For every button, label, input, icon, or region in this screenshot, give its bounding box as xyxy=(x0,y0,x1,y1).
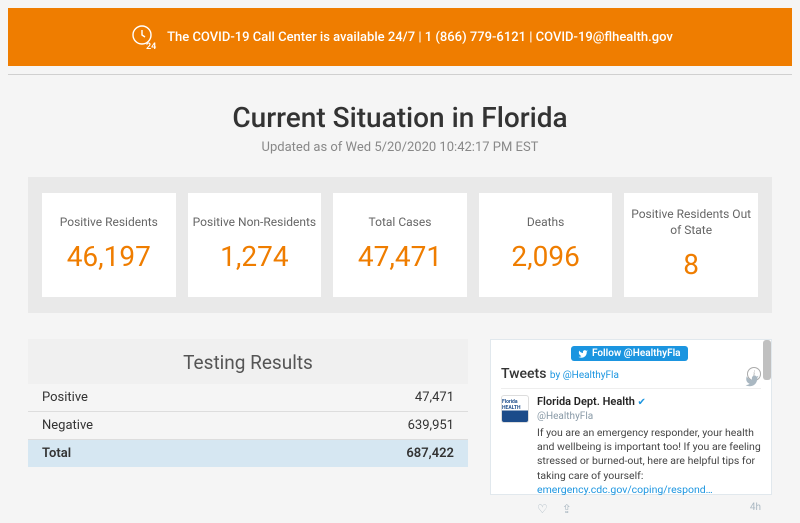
avatar[interactable]: Florida HEALTH xyxy=(501,395,529,423)
banner-text: The COVID-19 Call Center is available 24… xyxy=(167,30,673,45)
verified-icon: ✔ xyxy=(638,397,646,408)
tweet[interactable]: Florida HEALTH Florida Dept. Health ✔ @H… xyxy=(501,395,761,517)
testing-row-label: Negative xyxy=(28,412,253,440)
stat-value: 1,274 xyxy=(192,240,318,273)
page-title: Current Situation in Florida xyxy=(0,101,800,134)
twitter-bird-icon xyxy=(578,349,588,359)
stat-card-deaths: Deaths 2,096 xyxy=(479,193,613,297)
stats-band: Positive Residents 46,197 Positive Non-R… xyxy=(28,177,772,313)
testing-row-label: Positive xyxy=(28,384,253,412)
svg-text:24: 24 xyxy=(146,42,156,52)
stat-value: 46,197 xyxy=(46,240,172,273)
stat-label: Positive Non-Residents xyxy=(192,215,318,231)
stat-card-total-cases: Total Cases 47,471 xyxy=(333,193,467,297)
twitter-embed: Follow @HealthyFla Tweets by @HealthyFla… xyxy=(490,339,772,495)
stat-card-positive-nonresidents: Positive Non-Residents 1,274 xyxy=(188,193,322,297)
tweet-handle[interactable]: @HealthyFla xyxy=(537,410,761,424)
stat-label: Total Cases xyxy=(337,215,463,231)
stat-card-positive-residents: Positive Residents 46,197 xyxy=(42,193,176,297)
tweet-account-name[interactable]: Florida Dept. Health xyxy=(537,395,635,408)
table-row: Positive 47,471 xyxy=(28,384,468,412)
tweets-label: Tweets xyxy=(501,366,546,382)
twitter-follow-button[interactable]: Follow @HealthyFla xyxy=(571,346,688,361)
stat-value: 8 xyxy=(628,248,754,281)
tweet-link[interactable]: emergency.cdc.gov/coping/respond… xyxy=(537,483,713,496)
scrollbar-thumb[interactable] xyxy=(763,340,771,380)
table-row-total: Total 687,422 xyxy=(28,440,468,468)
testing-row-value: 639,951 xyxy=(253,412,468,440)
stat-label: Deaths xyxy=(483,215,609,231)
stat-value: 47,471 xyxy=(337,240,463,273)
clock-24-icon: 24 xyxy=(127,22,157,52)
twitter-bird-icon xyxy=(745,374,759,388)
table-row: Negative 639,951 xyxy=(28,412,468,440)
tweets-by-link[interactable]: by @HealthyFla xyxy=(550,370,619,381)
testing-total-value: 687,422 xyxy=(253,440,468,468)
testing-row-value: 47,471 xyxy=(253,384,468,412)
tweets-header: Tweets by @HealthyFla i xyxy=(501,362,761,389)
testing-results-panel: Testing Results Positive 47,471 Negative… xyxy=(28,339,468,495)
stat-label: Positive Residents Out of State xyxy=(628,207,754,238)
stat-card-out-of-state: Positive Residents Out of State 8 xyxy=(624,193,758,297)
stat-label: Positive Residents xyxy=(46,215,172,231)
follow-label: Follow @HealthyFla xyxy=(592,348,681,359)
tweet-text: If you are an emergency responder, your … xyxy=(537,426,761,482)
stat-value: 2,096 xyxy=(483,240,609,273)
testing-table: Positive 47,471 Negative 639,951 Total 6… xyxy=(28,384,468,467)
divider xyxy=(8,74,792,75)
updated-timestamp: Updated as of Wed 5/20/2020 10:42:17 PM … xyxy=(0,140,800,155)
testing-title: Testing Results xyxy=(28,339,468,384)
call-center-banner: 24 The COVID-19 Call Center is available… xyxy=(8,8,792,66)
testing-total-label: Total xyxy=(28,440,253,468)
